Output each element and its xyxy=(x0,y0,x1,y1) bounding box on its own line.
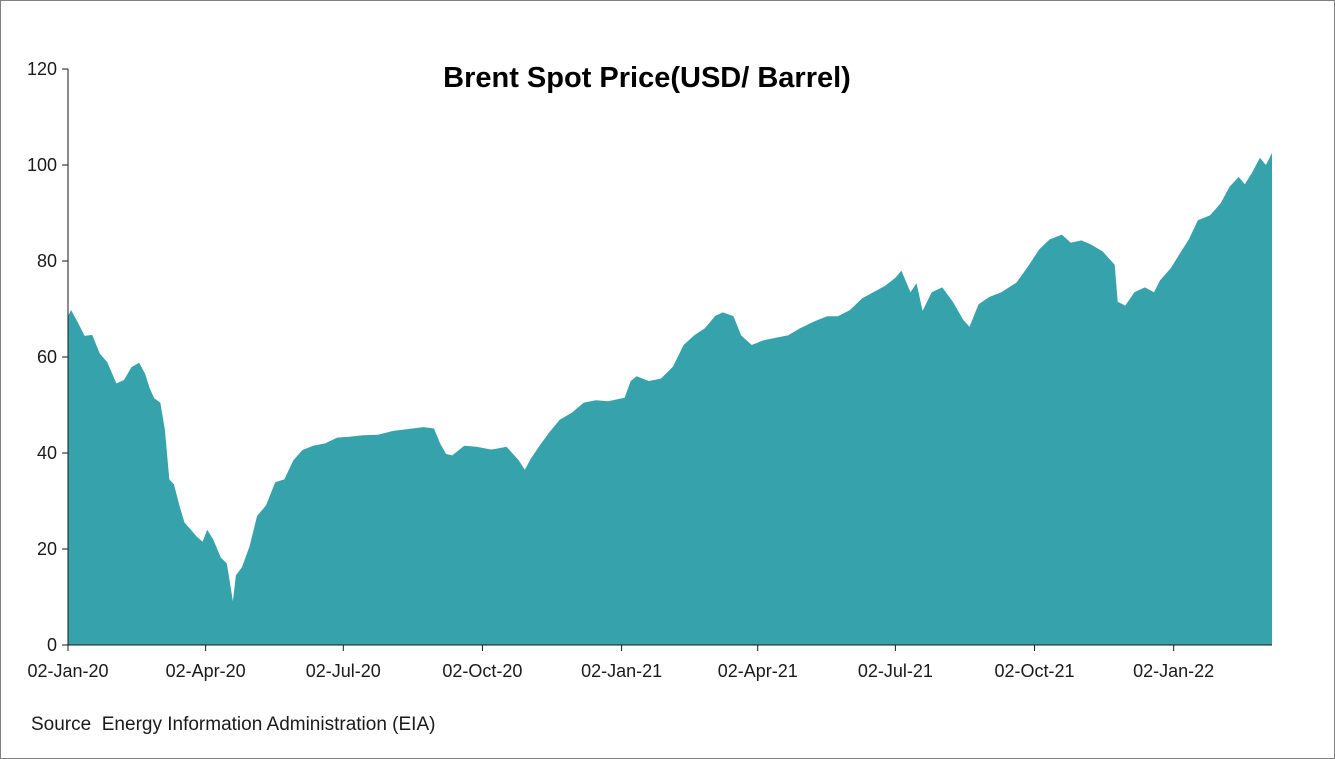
y-tick-label-40: 40 xyxy=(37,443,57,463)
x-tick-label-2022-01-02: 02-Jan-22 xyxy=(1133,661,1214,681)
y-axis-ticks: 0 20 40 60 80 100 120 xyxy=(27,59,68,655)
y-tick-label-100: 100 xyxy=(27,155,57,175)
x-axis-ticks: 02-Jan-20 02-Apr-20 02-Jul-20 02-Oct-20 02-J… xyxy=(27,645,1214,681)
y-tick-label-120: 120 xyxy=(27,59,57,79)
x-tick-label-2020-04-02: 02-Apr-20 xyxy=(166,661,246,681)
x-tick-label-2021-07-02: 02-Jul-21 xyxy=(858,661,933,681)
x-tick-label-2020-01-02: 02-Jan-20 xyxy=(27,661,108,681)
x-tick-label-2020-10-02: 02-Oct-20 xyxy=(442,661,522,681)
x-tick-label-2020-07-02: 02-Jul-20 xyxy=(306,661,381,681)
y-tick-label-0: 0 xyxy=(47,635,57,655)
brent-price-area xyxy=(68,153,1272,645)
x-tick-label-2021-10-02: 02-Oct-21 xyxy=(995,661,1075,681)
y-tick-label-60: 60 xyxy=(37,347,57,367)
chart-title: Brent Spot Price(USD/ Barrel) xyxy=(443,62,851,94)
y-tick-label-80: 80 xyxy=(37,251,57,271)
y-tick-label-20: 20 xyxy=(37,539,57,559)
x-tick-label-2021-01-02: 02-Jan-21 xyxy=(581,661,662,681)
source-note: Source Energy Information Administration… xyxy=(31,714,436,735)
x-tick-label-2021-04-02: 02-Apr-21 xyxy=(718,661,798,681)
